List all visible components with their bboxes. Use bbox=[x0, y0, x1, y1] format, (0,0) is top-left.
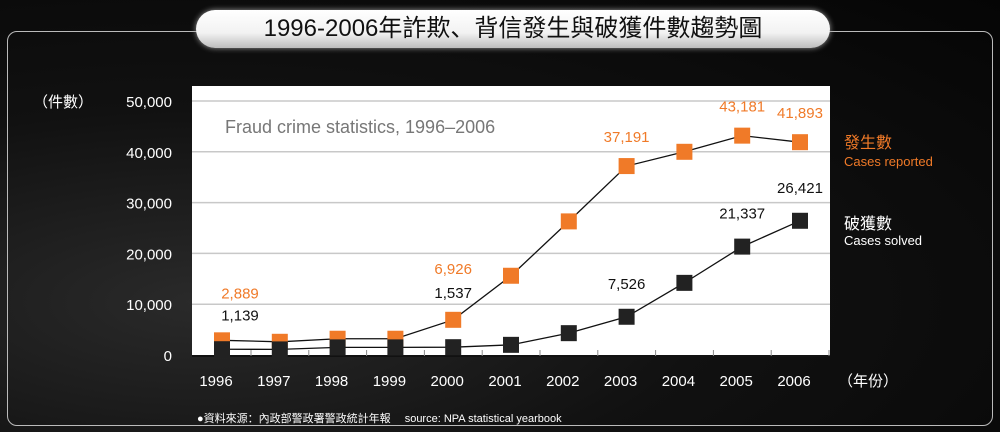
legend-reported: 發生數 bbox=[844, 134, 892, 152]
legend-reported-en: Cases reported bbox=[844, 154, 933, 169]
data-point bbox=[560, 325, 577, 342]
data-label: 1,537 bbox=[434, 285, 472, 302]
data-label: 37,191 bbox=[604, 129, 650, 146]
data-point bbox=[214, 341, 230, 358]
x-tick-label: 2001 bbox=[488, 373, 521, 390]
x-tick-label: 2006 bbox=[777, 373, 810, 390]
x-tick-label: 2004 bbox=[662, 373, 695, 390]
data-point bbox=[676, 143, 693, 160]
data-label: 1,139 bbox=[221, 307, 259, 324]
data-label: 41,893 bbox=[777, 105, 823, 122]
data-point bbox=[792, 212, 808, 229]
y-tick-label: 30,000 bbox=[126, 196, 172, 213]
data-label: 7,526 bbox=[608, 276, 646, 293]
data-point bbox=[503, 267, 519, 284]
data-point bbox=[734, 127, 751, 144]
data-point bbox=[329, 339, 346, 356]
source-note: ●資料來源：內政部警政署警政統計年報 source: NPA statistic… bbox=[197, 413, 562, 425]
x-tick-label: 2003 bbox=[604, 373, 637, 390]
y-axis-label: （件數） bbox=[33, 94, 93, 111]
data-point bbox=[445, 311, 462, 328]
data-point bbox=[503, 336, 519, 353]
data-point bbox=[676, 274, 693, 291]
y-tick-label: 40,000 bbox=[126, 145, 172, 162]
data-point bbox=[734, 238, 751, 255]
data-label: 21,337 bbox=[719, 206, 765, 223]
data-point bbox=[445, 339, 462, 356]
legend-solved-en: Cases solved bbox=[844, 233, 922, 248]
x-tick-label: 1999 bbox=[373, 373, 406, 390]
data-point bbox=[618, 308, 635, 325]
x-tick-label: 1998 bbox=[315, 373, 348, 390]
x-tick-label: 1997 bbox=[257, 373, 290, 390]
x-axis-label: （年份） bbox=[838, 373, 898, 390]
chart-title: 1996-2006年詐欺、背信發生與破獲件數趨勢圖 bbox=[196, 10, 830, 48]
data-point bbox=[618, 158, 635, 175]
x-tick-label: 2005 bbox=[720, 373, 753, 390]
data-point bbox=[560, 213, 577, 230]
data-label: 6,926 bbox=[434, 261, 472, 278]
y-tick-label: 50,000 bbox=[126, 94, 172, 111]
legend-solved: 破獲數 bbox=[844, 215, 892, 233]
data-point bbox=[387, 339, 404, 356]
data-point bbox=[271, 341, 288, 358]
data-point bbox=[792, 134, 808, 151]
x-tick-label: 1996 bbox=[199, 373, 232, 390]
data-label: 43,181 bbox=[719, 99, 765, 116]
y-tick-label: 20,000 bbox=[126, 246, 172, 263]
data-label: 26,421 bbox=[777, 180, 823, 197]
x-tick-label: 2002 bbox=[546, 373, 579, 390]
y-tick-label: 0 bbox=[164, 348, 172, 365]
x-tick-label: 2000 bbox=[431, 373, 464, 390]
y-tick-label: 10,000 bbox=[126, 297, 172, 314]
plot-area bbox=[192, 86, 830, 357]
data-label: 2,889 bbox=[221, 285, 259, 302]
chart-subtitle: Fraud crime statistics, 1996–2006 bbox=[225, 117, 495, 137]
